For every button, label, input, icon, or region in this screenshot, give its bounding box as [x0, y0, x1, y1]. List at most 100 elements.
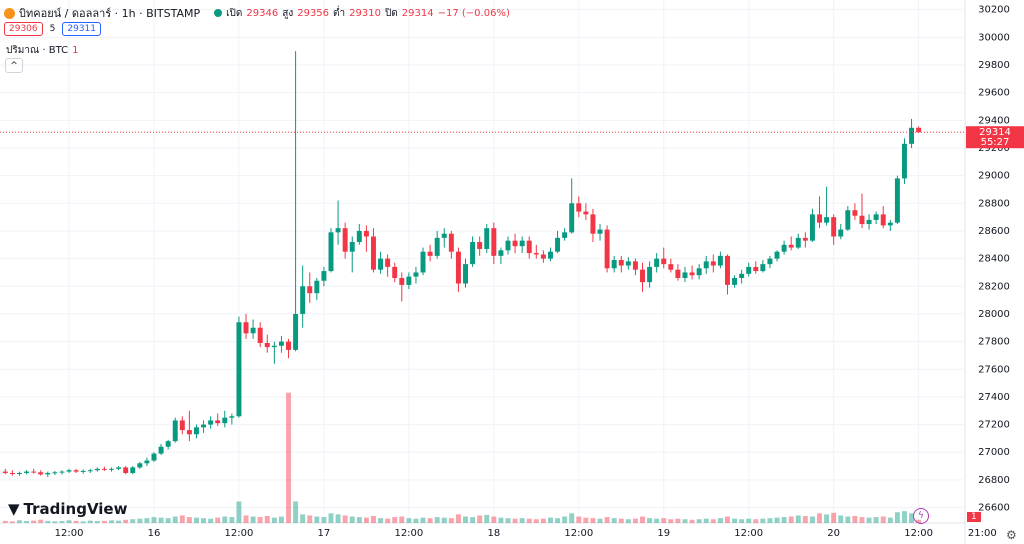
volume-bar — [760, 518, 766, 523]
candle-body — [31, 471, 37, 473]
close-label: ปิด — [384, 7, 398, 19]
collapse-button[interactable]: ^ — [5, 58, 23, 73]
volume-bar — [434, 517, 440, 523]
candle-body — [512, 240, 518, 247]
volume-bar — [179, 515, 185, 523]
candle-body — [66, 470, 72, 472]
volume-bar — [498, 517, 504, 523]
countdown: 55:27 — [981, 137, 1010, 148]
y-tick-label: 30000 — [978, 32, 1010, 43]
volume-bar — [300, 514, 306, 523]
volume-bar — [470, 517, 476, 523]
candle-body — [611, 260, 617, 269]
candle-body — [555, 237, 561, 252]
candle-body — [767, 258, 773, 265]
candle-body — [533, 253, 539, 255]
volume-bar — [101, 520, 107, 523]
candle-body — [838, 229, 844, 237]
candle-body — [328, 232, 334, 272]
candle-body — [151, 453, 157, 461]
volume-bar — [406, 518, 412, 523]
volume-bar — [9, 521, 15, 523]
candle-body — [378, 258, 384, 270]
candle-body — [781, 244, 787, 252]
y-tick-label: 29800 — [978, 60, 1010, 71]
volume-bar — [654, 518, 660, 523]
candle-body — [746, 266, 752, 274]
alerts-badge[interactable]: 1 — [967, 512, 981, 522]
settings-icon[interactable]: ⚙ — [1006, 528, 1017, 542]
candle-body — [887, 222, 893, 226]
open-label: เปิด — [226, 7, 243, 19]
volume-bar — [866, 517, 872, 523]
volume-bar — [392, 517, 398, 523]
volume-bar — [328, 513, 334, 523]
candle-body — [519, 240, 525, 247]
candle-body — [193, 427, 199, 435]
y-tick-label: 29000 — [978, 171, 1010, 182]
volume-legend: ปริมาณ · BTC 1 — [6, 43, 78, 58]
volume-bar — [165, 518, 171, 523]
volume-bar — [831, 512, 837, 523]
volume-bar — [335, 514, 341, 523]
trade-buttons: 29306 5 29311 — [4, 22, 102, 36]
volume-bar — [321, 517, 327, 523]
volume-bar — [463, 516, 468, 523]
candle-body — [901, 143, 907, 179]
volume-bar — [342, 515, 348, 523]
y-tick-label: 28800 — [978, 198, 1010, 209]
candle-body — [45, 472, 51, 475]
x-tick-label: 17 — [318, 528, 331, 539]
volume-bar — [526, 518, 532, 523]
candle-body — [788, 244, 794, 248]
volume-bar — [399, 516, 405, 523]
buy-button[interactable]: 29311 — [62, 22, 102, 36]
candle-body — [257, 327, 263, 343]
volume-bar — [696, 519, 702, 523]
volume-bar — [116, 520, 122, 523]
volume-bar — [38, 519, 44, 523]
candle-body — [342, 228, 348, 252]
candle-body — [873, 214, 879, 220]
candle-body — [158, 446, 164, 454]
candle-body — [24, 471, 30, 473]
volume-bar — [151, 517, 157, 523]
candle-body — [116, 467, 122, 469]
y-tick-label: 26600 — [978, 503, 1010, 514]
volume-bar — [894, 512, 900, 523]
candle-body — [569, 203, 575, 233]
candle-body — [406, 276, 412, 285]
volume-bar — [215, 517, 221, 523]
volume-bar — [208, 518, 214, 523]
candle-body — [243, 322, 249, 334]
x-tick-label: 12:00 — [225, 528, 254, 539]
candle-body — [109, 468, 114, 470]
volume-bar — [66, 520, 72, 523]
lightning-button[interactable]: ϟ — [913, 508, 929, 524]
sell-button[interactable]: 29306 — [4, 22, 43, 36]
market-status — [214, 9, 223, 17]
candle-body — [647, 266, 653, 283]
candle-body — [137, 463, 143, 468]
symbol-title[interactable]: บิทคอยน์ / ดอลลาร์ · 1h · BITSTAMP — [19, 7, 201, 20]
volume-bar — [455, 514, 461, 523]
candle-body — [370, 236, 376, 270]
volume-bar — [130, 519, 136, 523]
volume-bar — [109, 520, 114, 523]
volume-bar — [732, 518, 738, 523]
candle-body — [441, 233, 447, 238]
volume-bar — [271, 517, 277, 523]
candle-body — [477, 242, 483, 249]
y-tick-label: 29200 — [978, 143, 1010, 154]
candle-body — [420, 251, 426, 273]
candle-body — [547, 251, 553, 259]
volume-bar — [87, 520, 93, 523]
candle-body — [866, 219, 872, 225]
candle-body — [618, 260, 624, 266]
x-tick-label: 21:00 — [968, 528, 997, 539]
candle-body — [576, 203, 582, 212]
volume-bar — [640, 516, 645, 523]
candle-body — [682, 272, 688, 278]
